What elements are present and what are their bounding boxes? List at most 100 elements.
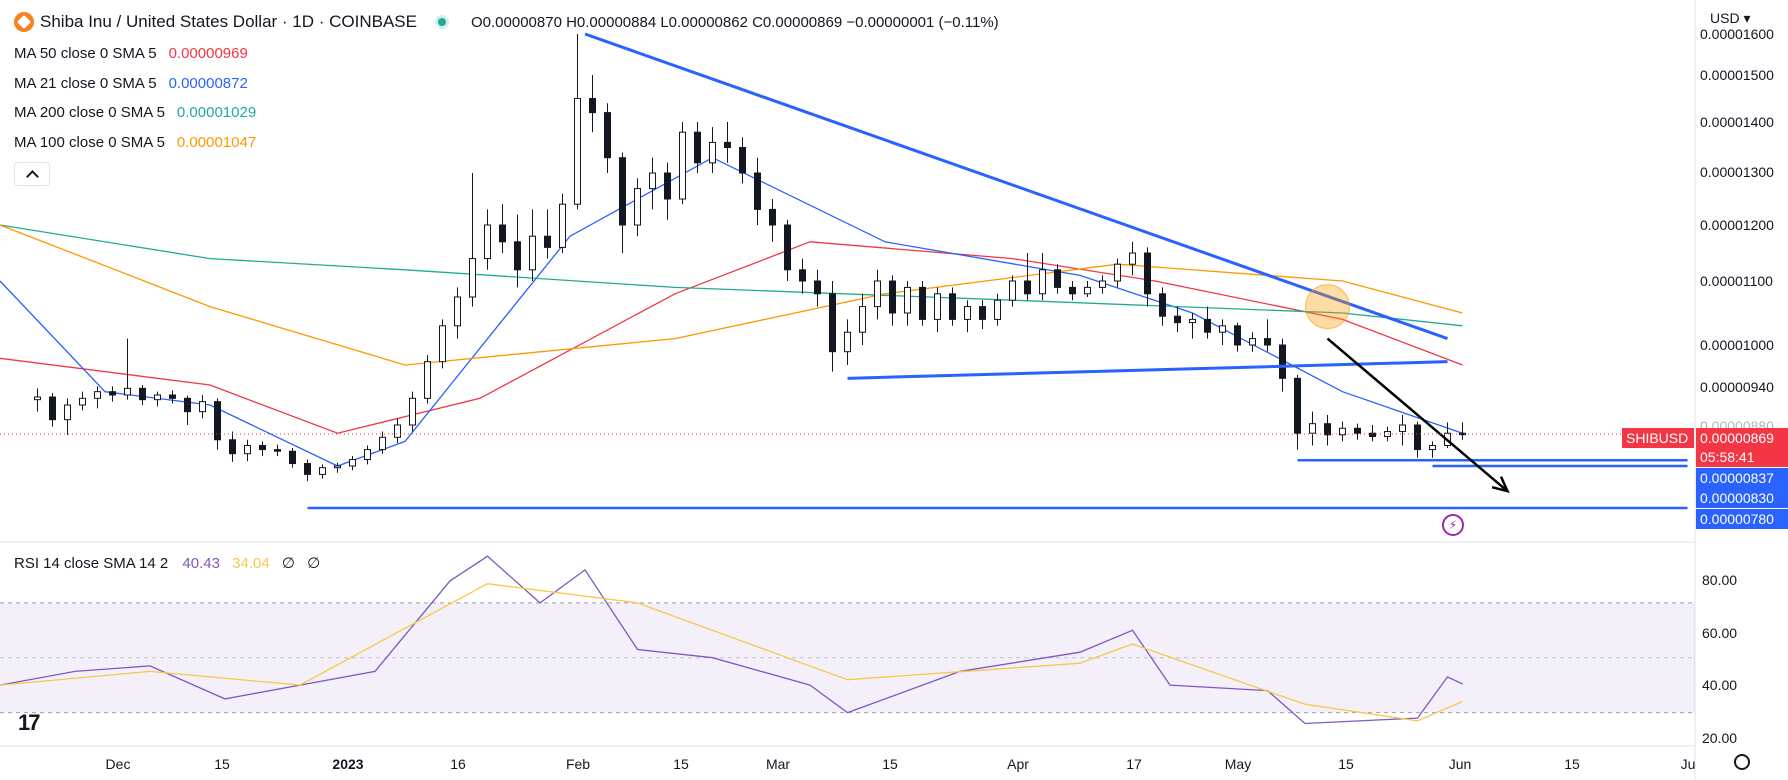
- candle-down: [754, 172, 761, 210]
- candle-up: [1189, 318, 1196, 324]
- candle-up: [1249, 338, 1256, 346]
- time-axis-label: Feb: [565, 756, 591, 772]
- candle-down: [694, 131, 701, 164]
- level-price-tag: 0.00000837: [1696, 468, 1788, 488]
- candle-down: [799, 269, 806, 282]
- candle-up: [439, 325, 446, 363]
- trendline-top: [584, 32, 1448, 341]
- candle-down: [1414, 424, 1421, 451]
- time-axis-label: Dec: [105, 756, 131, 772]
- candle-up: [334, 465, 341, 469]
- candle-up: [199, 401, 206, 413]
- candle-down: [184, 397, 191, 413]
- indicator-legend-ma21[interactable]: MA 21 close 0 SMA 5 0.00000872: [14, 75, 248, 93]
- rsi-axis-label: 80.00: [1702, 572, 1738, 588]
- candle-down: [274, 449, 281, 452]
- candle-up: [64, 404, 71, 421]
- collapse-legend-button[interactable]: [14, 162, 50, 186]
- last-price-tag: 0.00000869: [1696, 428, 1788, 448]
- candle-up: [904, 286, 911, 314]
- time-axis-label: Mar: [765, 756, 791, 772]
- level-price-tag: 0.00000830: [1696, 488, 1788, 508]
- candle-down: [109, 391, 116, 396]
- time-axis-label: Ju: [1680, 756, 1696, 772]
- time-axis-label: 17: [1126, 756, 1142, 772]
- candle-up: [559, 203, 566, 248]
- level-price-tag: 0.00000780: [1696, 509, 1788, 529]
- indicator-legend-ma50[interactable]: MA 50 close 0 SMA 5 0.00000969: [14, 45, 248, 63]
- candle-up: [79, 397, 86, 406]
- candle-up: [469, 258, 476, 298]
- symbol-title[interactable]: Shiba Inu / United States Dollar · 1D · …: [40, 12, 417, 31]
- trendline-mid: [847, 360, 1448, 380]
- rsi-band: [0, 602, 1695, 713]
- candle-down: [289, 450, 296, 465]
- indicator-legend-ma200[interactable]: MA 200 close 0 SMA 5 0.00001029: [14, 104, 256, 122]
- candle-down: [214, 401, 221, 441]
- candle-down: [949, 293, 956, 320]
- candle-up: [124, 387, 131, 396]
- candle-up: [574, 98, 581, 205]
- lightning-icon[interactable]: ⚡: [1442, 514, 1464, 536]
- shiba-logo-icon: [14, 12, 34, 32]
- ma-line: [0, 224, 1463, 366]
- candle-up: [454, 296, 461, 327]
- candle-up: [319, 467, 326, 475]
- currency-selector[interactable]: USD ▾: [1710, 10, 1750, 27]
- price-axis-label: 0.00001500: [1700, 67, 1774, 83]
- candle-down: [1354, 427, 1361, 434]
- candle-down: [304, 463, 311, 475]
- candle-down: [1324, 423, 1331, 436]
- candle-up: [964, 306, 971, 320]
- rsi-line: [0, 555, 1463, 725]
- candle-down: [1024, 280, 1031, 295]
- candle-down: [919, 286, 926, 320]
- candle-up: [1219, 325, 1226, 333]
- rsi-axis-label: 60.00: [1702, 625, 1738, 641]
- indicator-value: 0.00001047: [176, 134, 257, 151]
- candle-down: [604, 112, 611, 159]
- candle-up: [379, 436, 386, 451]
- candle-up: [634, 188, 641, 226]
- time-axis-label: 15: [214, 756, 230, 772]
- candle-down: [1054, 269, 1061, 288]
- candle-down: [889, 280, 896, 314]
- candle-down: [139, 387, 146, 401]
- ohlc-readout: O0.00000870 H0.00000884 L0.00000862 C0.0…: [471, 13, 999, 31]
- time-axis-label: Apr: [1007, 756, 1029, 772]
- candle-up: [934, 293, 941, 320]
- candle-down: [784, 224, 791, 271]
- price-axis-label: 0.00001300: [1700, 164, 1774, 180]
- market-status-icon[interactable]: [435, 15, 449, 29]
- rsi-empty-value: ∅: [307, 555, 321, 572]
- rsi-axis-label: 20.00: [1702, 730, 1738, 746]
- currency-label: USD: [1710, 10, 1740, 26]
- indicator-legend-ma100[interactable]: MA 100 close 0 SMA 5 0.00001047: [14, 134, 256, 152]
- candle-up: [394, 424, 401, 438]
- rsi-legend[interactable]: RSI 14 close SMA 14 2 40.43 34.04 ∅ ∅: [14, 554, 320, 572]
- candle-down: [1069, 286, 1076, 295]
- tradingview-logo[interactable]: 17: [18, 710, 41, 735]
- chevron-up-icon: [25, 169, 39, 183]
- candle-up: [709, 141, 716, 164]
- candle-up: [1114, 263, 1121, 282]
- candle-down: [1279, 344, 1286, 379]
- price-axis-label: 0.00001400: [1700, 114, 1774, 130]
- candle-up: [859, 306, 866, 333]
- forecast-arrow: [1326, 337, 1509, 493]
- price-axis-label: 0.00001200: [1700, 217, 1774, 233]
- candle-down: [1234, 325, 1241, 346]
- candle-up: [424, 361, 431, 399]
- candle-down: [544, 235, 551, 248]
- candle-up: [649, 172, 656, 190]
- candle-up: [1309, 423, 1316, 434]
- candle-up: [1399, 424, 1406, 433]
- candle-up: [484, 224, 491, 260]
- candle-up: [529, 235, 536, 271]
- candle-down: [979, 306, 986, 320]
- candle-down: [499, 224, 506, 243]
- candle-down: [49, 396, 56, 421]
- settings-gear-icon[interactable]: [1734, 754, 1750, 770]
- candle-down: [619, 157, 626, 226]
